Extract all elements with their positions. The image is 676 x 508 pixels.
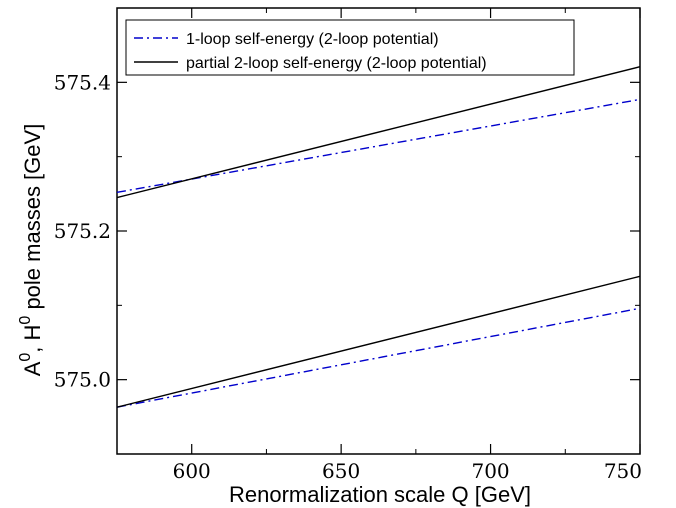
legend-box bbox=[125, 19, 575, 76]
y-tick-label: 575.4 bbox=[54, 70, 111, 94]
series-1-line-1 bbox=[116, 275, 641, 408]
x-tick-label: 650 bbox=[322, 459, 360, 483]
legend: 1-loop self-energy (2-loop potential) pa… bbox=[125, 19, 575, 76]
y-tick-label: 575.2 bbox=[54, 219, 111, 243]
legend-label-2loop: partial 2-loop self-energy (2-loop poten… bbox=[186, 55, 487, 72]
series-1-line-0 bbox=[116, 66, 641, 199]
x-tick-label: 600 bbox=[173, 459, 211, 483]
y-axis-label: A0, H0 pole masses [GeV] bbox=[17, 124, 45, 377]
x-axis-label: Renormalization scale Q [GeV] bbox=[229, 482, 531, 507]
series-layer bbox=[116, 66, 641, 408]
y-tick-label: 575.0 bbox=[54, 368, 111, 392]
x-tick-label: 750 bbox=[604, 459, 642, 483]
axis-ticks: 600 650 700 750 575.0 575.2 575.4 bbox=[54, 7, 642, 483]
x-tick-label: 700 bbox=[471, 459, 509, 483]
legend-label-1loop: 1-loop self-energy (2-loop potential) bbox=[186, 31, 439, 48]
series-0-line-0 bbox=[116, 98, 641, 194]
series-0-line-1 bbox=[116, 307, 641, 408]
